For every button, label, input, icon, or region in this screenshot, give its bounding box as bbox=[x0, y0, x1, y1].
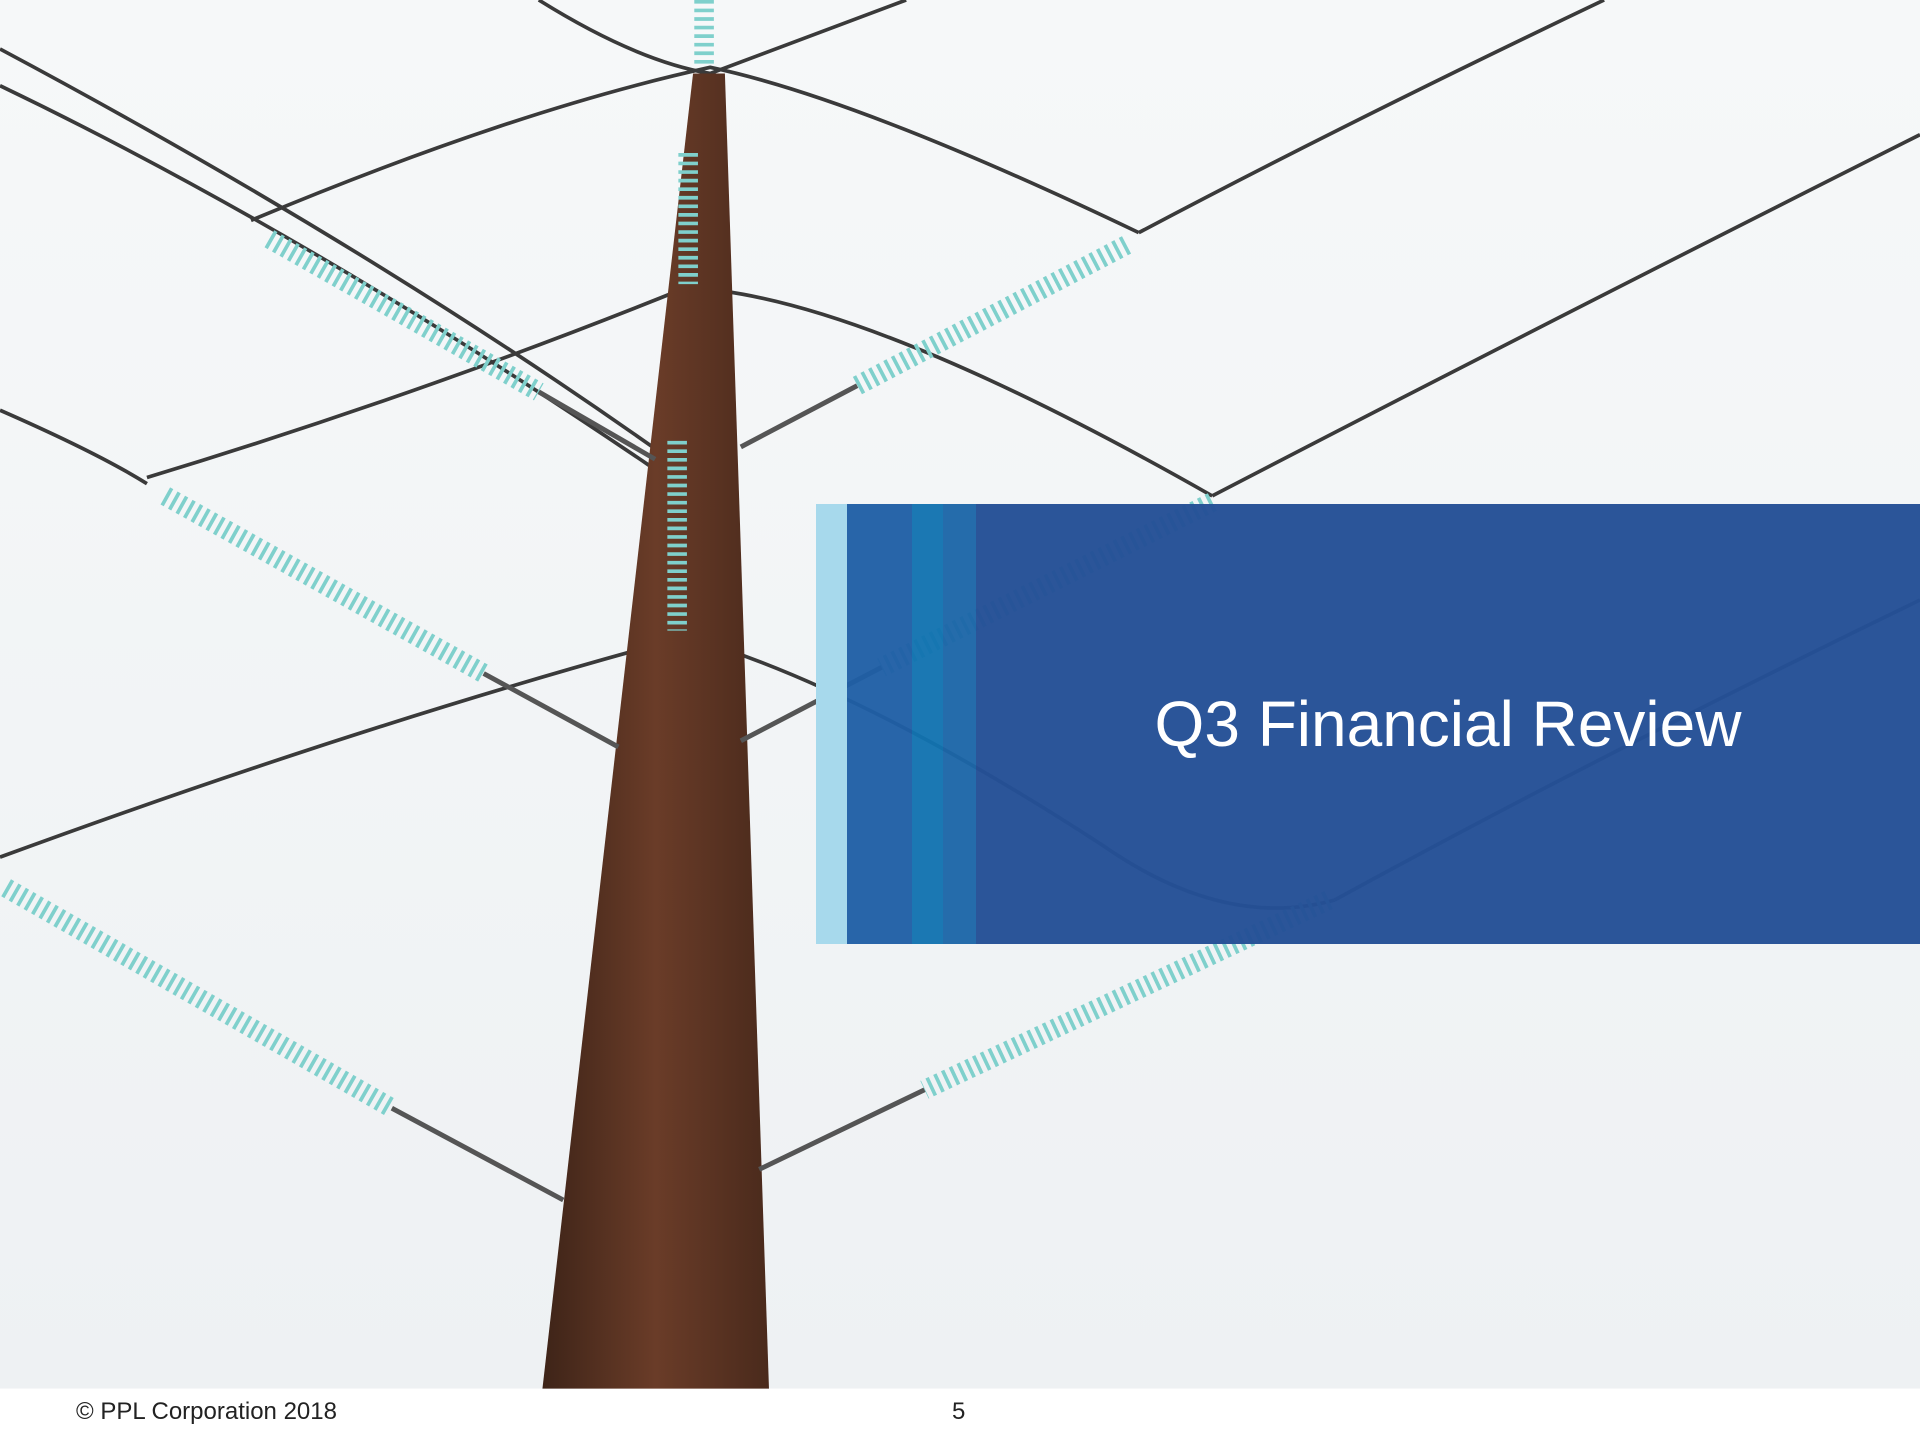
accent-stripe bbox=[943, 504, 976, 944]
page-number: 5 bbox=[952, 1398, 965, 1426]
slide: Q3 Financial Review © PPL Corporation 20… bbox=[0, 0, 1920, 1440]
slide-title: Q3 Financial Review bbox=[976, 504, 1920, 944]
accent-stripe bbox=[847, 504, 912, 944]
accent-stripe bbox=[816, 504, 847, 944]
accent-stripe bbox=[912, 504, 943, 944]
footer-copyright: © PPL Corporation 2018 bbox=[76, 1398, 337, 1426]
